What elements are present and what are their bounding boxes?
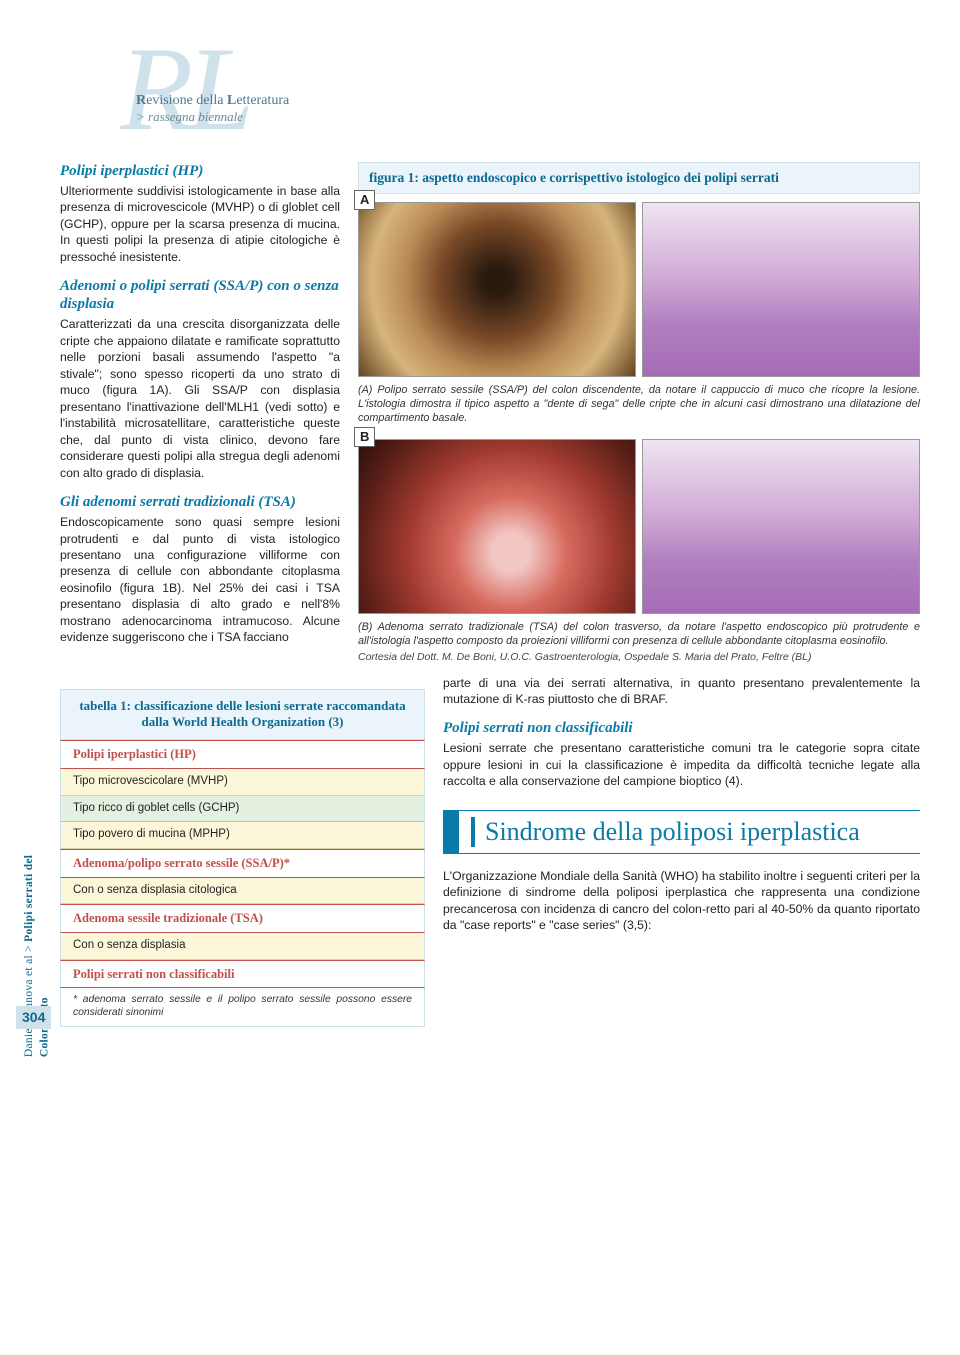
main-heading: Sindrome della poliposi iperplastica <box>471 817 920 847</box>
panel-a-label: A <box>354 190 375 210</box>
table-row: Tipo ricco di goblet cells (GCHP) <box>60 796 425 823</box>
right-text-column: parte di una via dei serrati alternativa… <box>443 675 920 1028</box>
figure1-credit: Cortesia del Dott. M. De Boni, U.O.C. Ga… <box>358 650 920 664</box>
logo-rev: evisione della <box>146 93 227 108</box>
section-ssa-title: Adenomi o polipi serrati (SSA/P) con o s… <box>60 277 340 313</box>
section-ssa-body: Caratterizzati da una crescita disorgani… <box>60 316 340 481</box>
table-row: Adenoma sessile tradizionale (TSA) <box>60 904 425 933</box>
table-column: tabella 1: classificazione delle lesioni… <box>60 675 425 1028</box>
left-column: Polipi iperplastici (HP) Ulteriormente s… <box>60 162 340 665</box>
figure1-panel-a: A <box>358 202 920 377</box>
figure-column: figura 1: aspetto endoscopico e corrispe… <box>358 162 920 665</box>
logo-line2: > rassegna biennale <box>136 108 243 126</box>
continuation-para: parte di una via dei serrati alternativa… <box>443 675 920 708</box>
page-number: 304 <box>16 1006 51 1029</box>
table-row: Polipi serrati non classificabili <box>60 960 425 989</box>
table1-title: tabella 1: classificazione delle lesioni… <box>60 689 425 741</box>
panel-b-label: B <box>354 427 375 447</box>
journal-logo: RL Revisione della Letteratura > rassegn… <box>60 30 920 150</box>
table-row: Polipi iperplastici (HP) <box>60 740 425 769</box>
figure1-title: figura 1: aspetto endoscopico e corrispe… <box>358 162 920 194</box>
section-tsa-title: Gli adenomi serrati tradizionali (TSA) <box>60 493 340 511</box>
table-row: Tipo povero di mucina (MPHP) <box>60 822 425 849</box>
section-nonclass-body: Lesioni serrate che presentano caratteri… <box>443 740 920 789</box>
figure1-desc-a: (A) Polipo serrato sessile (SSA/P) del c… <box>358 383 920 425</box>
table1-body: Polipi iperplastici (HP)Tipo microvescic… <box>60 740 425 988</box>
table-row: Con o senza displasia <box>60 933 425 960</box>
endoscopy-image-a <box>358 202 636 377</box>
section-tsa-body: Endoscopicamente sono quasi sempre lesio… <box>60 514 340 646</box>
running-sep: > <box>23 942 35 955</box>
table-row: Con o senza displasia citologica <box>60 878 425 905</box>
figure1-desc-b: (B) Adenoma serrato tradizionale (TSA) d… <box>358 620 920 648</box>
logo-lett: etteratura <box>236 93 289 108</box>
main-heading-block: Sindrome della poliposi iperplastica <box>443 810 920 854</box>
section-nonclass-title: Polipi serrati non classificabili <box>443 719 920 737</box>
section-hp-body: Ulteriormente suddivisi istologicamente … <box>60 183 340 265</box>
table-row: Tipo microvescicolare (MVHP) <box>60 769 425 796</box>
histology-image-a <box>642 202 920 377</box>
logo-l: L <box>227 93 236 108</box>
figure1-panel-b: B <box>358 439 920 614</box>
logo-letters: RL <box>120 8 248 170</box>
histology-image-b <box>642 439 920 614</box>
table1-footnote: * adenoma serrato sessile e il polipo se… <box>60 988 425 1027</box>
endoscopy-image-b <box>358 439 636 614</box>
who-criteria-para: L'Organizzazione Mondiale della Sanità (… <box>443 868 920 934</box>
table-row: Adenoma/polipo serrato sessile (SSA/P)* <box>60 849 425 878</box>
logo-r: R <box>136 93 146 108</box>
